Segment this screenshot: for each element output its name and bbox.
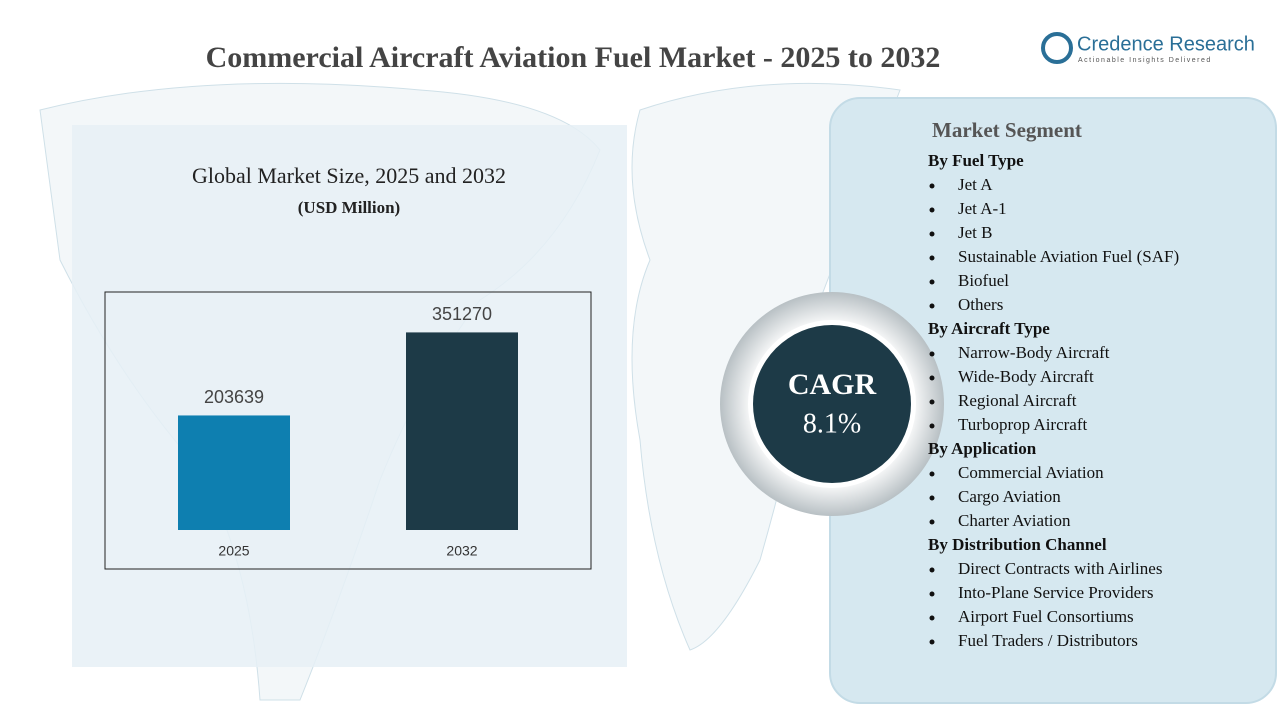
logo: Credence Research Actionable Insights De… — [1041, 32, 1255, 64]
bullet — [929, 639, 935, 645]
bullet — [929, 567, 935, 573]
bullet — [929, 375, 935, 381]
chart-subtitle: (USD Million) — [298, 198, 400, 217]
value-label: 203639 — [204, 387, 264, 407]
bullet — [929, 183, 935, 189]
bullet — [929, 495, 935, 501]
bar — [406, 332, 518, 530]
segment-item: Commercial Aviation — [958, 463, 1104, 482]
x-tick-label: 2032 — [446, 543, 477, 559]
bullet — [929, 255, 935, 261]
chart-panel — [72, 125, 627, 667]
segment-item: Cargo Aviation — [958, 487, 1061, 506]
logo-name: Credence Research — [1077, 33, 1255, 55]
segment-item: Direct Contracts with Airlines — [958, 559, 1162, 578]
value-label: 351270 — [432, 304, 492, 324]
bullet — [929, 207, 935, 213]
segment-heading: By Distribution Channel — [928, 535, 1107, 554]
cagr-circle — [753, 325, 911, 483]
segment-item: Regional Aircraft — [958, 391, 1077, 410]
page-title: Commercial Aircraft Aviation Fuel Market… — [206, 41, 941, 74]
segment-item: Jet B — [958, 223, 992, 242]
segment-item: Narrow-Body Aircraft — [958, 343, 1110, 362]
segment-item: Wide-Body Aircraft — [958, 367, 1094, 386]
segment-title: Market Segment — [932, 118, 1082, 142]
bullet — [929, 279, 935, 285]
bullet — [929, 519, 935, 525]
segment-item: Charter Aviation — [958, 511, 1071, 530]
segment-item: Sustainable Aviation Fuel (SAF) — [958, 247, 1179, 266]
segment-item: Others — [958, 295, 1003, 314]
segment-heading: By Aircraft Type — [928, 319, 1050, 338]
segment-heading: By Application — [928, 439, 1037, 458]
segment-list: By Fuel Type Jet A Jet A-1 Jet B Sustainable… — [928, 151, 1179, 650]
x-tick-label: 2025 — [218, 543, 249, 559]
chart-title: Global Market Size, 2025 and 2032 — [192, 163, 506, 188]
segment-item: Airport Fuel Consortiums — [958, 607, 1134, 626]
bar — [178, 415, 290, 530]
bullet — [929, 303, 935, 309]
bullet — [929, 471, 935, 477]
bullet — [929, 351, 935, 357]
segment-item: Jet A — [958, 175, 993, 194]
segment-item: Biofuel — [958, 271, 1009, 290]
segment-item: Fuel Traders / Distributors — [958, 631, 1138, 650]
chart-frame — [104, 291, 592, 570]
bar-chart: 203639 2025 351270 2032 — [178, 304, 518, 559]
bullet — [929, 423, 935, 429]
logo-icon — [1041, 32, 1073, 64]
bullet — [929, 591, 935, 597]
bullet — [929, 615, 935, 621]
segment-item: Turboprop Aircraft — [958, 415, 1087, 434]
logo-tagline: Actionable Insights Delivered — [1078, 57, 1212, 64]
bullet — [929, 231, 935, 237]
segment-heading: By Fuel Type — [928, 151, 1024, 170]
cagr-value: 8.1% — [803, 408, 861, 439]
bullet — [929, 399, 935, 405]
segment-item: Jet A-1 — [958, 199, 1007, 218]
cagr-label: CAGR — [788, 368, 877, 401]
segment-item: Into-Plane Service Providers — [958, 583, 1153, 602]
